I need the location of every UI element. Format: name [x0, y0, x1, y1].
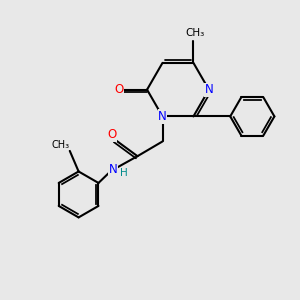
Text: H: H [120, 168, 128, 178]
Text: CH₃: CH₃ [52, 140, 70, 150]
Text: O: O [115, 83, 124, 96]
Text: N: N [205, 83, 213, 96]
Text: CH₃: CH₃ [185, 28, 205, 38]
Text: O: O [107, 128, 116, 141]
Text: N: N [158, 110, 167, 123]
Text: N: N [109, 163, 118, 176]
